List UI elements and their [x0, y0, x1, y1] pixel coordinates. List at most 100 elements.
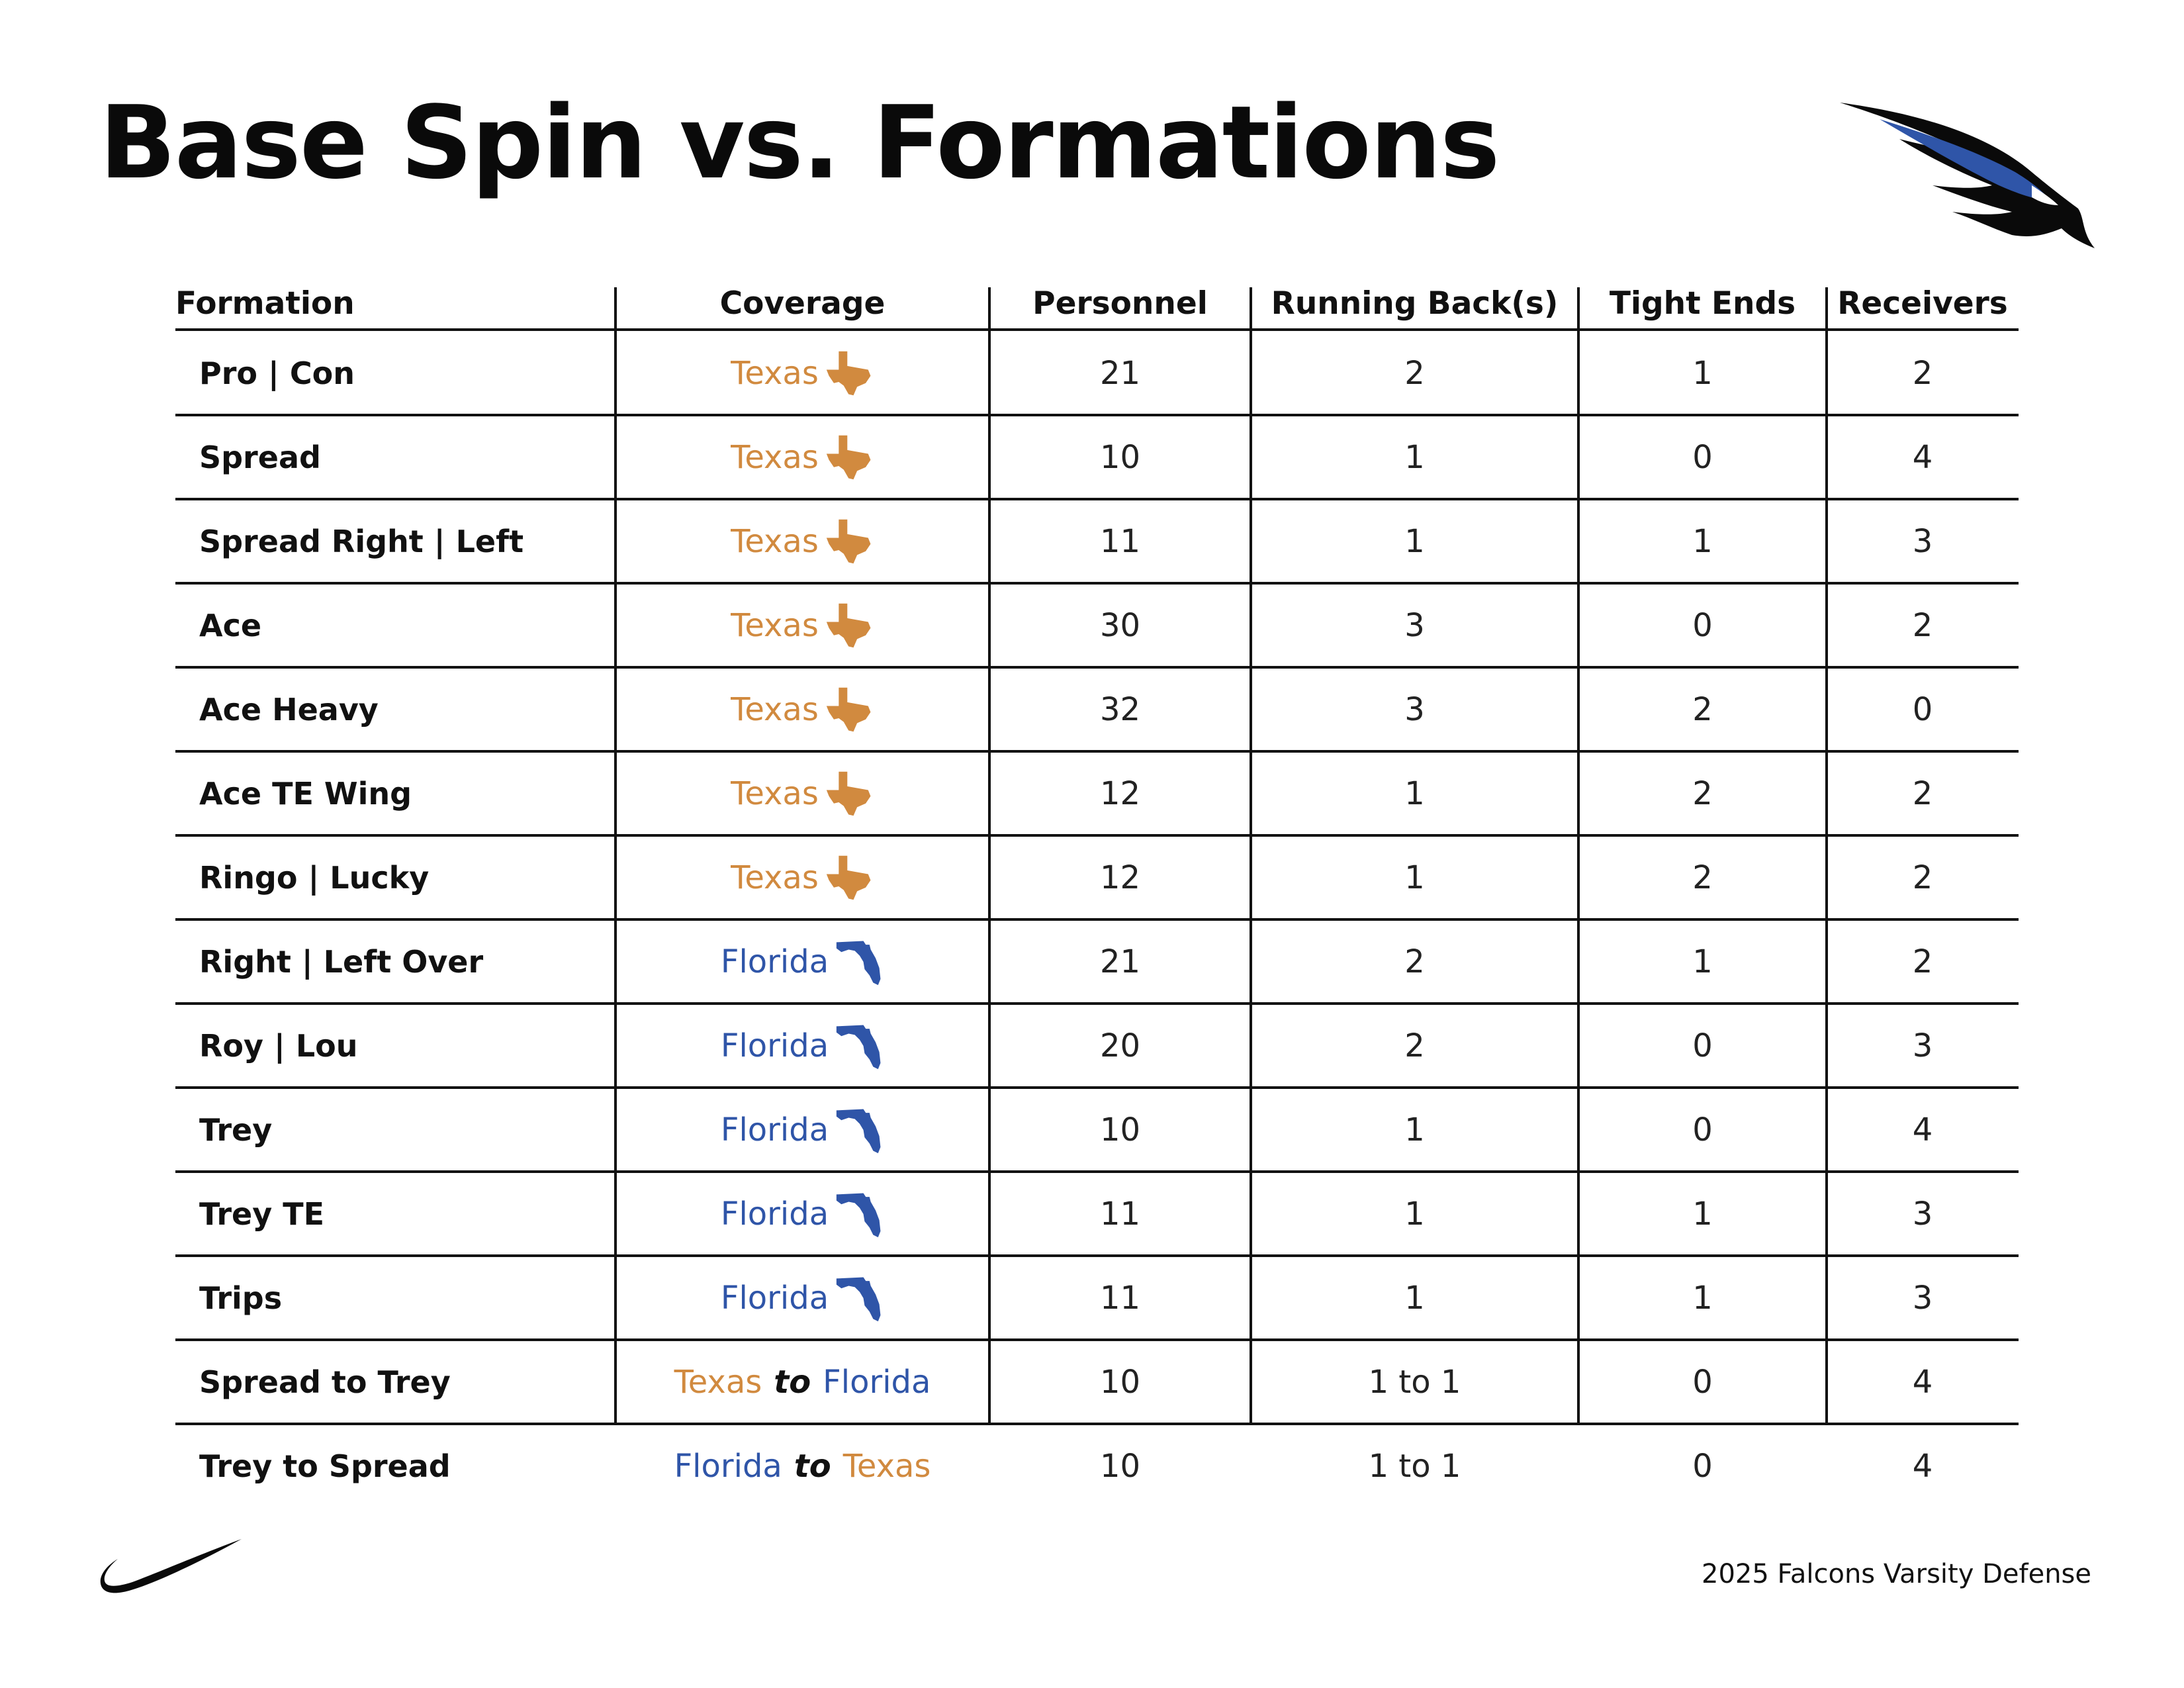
coverage-label: Texas [731, 349, 874, 398]
formation-name: Spread Right | Left [199, 523, 524, 559]
receivers-value: 4 [1912, 1447, 1933, 1485]
texas-state-icon [826, 351, 871, 395]
running-backs-value: 1 to 1 [1368, 1363, 1461, 1401]
receivers-value: 2 [1912, 354, 1933, 392]
texas-state-icon [826, 771, 871, 816]
row-divider [175, 1170, 2019, 1173]
coverage-texas-text: Texas [731, 354, 819, 392]
coverage-texas-text: Texas [674, 1363, 762, 1401]
coverage-cell: Texas to Florida [615, 1340, 989, 1424]
personnel-value: 12 [1099, 859, 1141, 896]
table-row: Trey TE Florida 11 1 1 3 [175, 1172, 2019, 1256]
personnel-value: 11 [1099, 1195, 1141, 1233]
row-divider [175, 1254, 2019, 1257]
formation-name: Roy | Lou [199, 1027, 358, 1064]
row-divider [175, 666, 2019, 669]
coverage-label: Florida [721, 1021, 884, 1070]
swoosh-icon [100, 1539, 242, 1593]
tight-ends-value: 2 [1692, 690, 1713, 728]
page-title: Base Spin vs. Formations [99, 84, 1500, 201]
coverage-cell: Texas [615, 835, 989, 919]
coverage-cell: Florida [615, 919, 989, 1004]
row-divider [175, 750, 2019, 753]
running-backs-value: 2 [1404, 354, 1425, 392]
coverage-cell: Florida [615, 1004, 989, 1088]
formation-name: Ace [199, 607, 262, 643]
table-row: Ace Heavy Texas 32 3 2 0 [175, 667, 2019, 751]
receivers-value: 3 [1912, 1279, 1933, 1317]
personnel-value: 10 [1099, 1447, 1141, 1485]
coverage-cell: Florida to Texas [615, 1424, 989, 1508]
formation-name: Ace TE Wing [199, 775, 412, 812]
row-divider [175, 1086, 2019, 1089]
florida-state-icon [836, 1277, 881, 1321]
header-coverage: Coverage [719, 285, 886, 322]
personnel-value: 10 [1099, 438, 1141, 476]
receivers-value: 4 [1912, 438, 1933, 476]
table-row: Right | Left Over Florida 21 2 1 2 [175, 919, 2019, 1004]
formation-name: Spread to Trey [199, 1364, 451, 1400]
coverage-cell: Texas [615, 583, 989, 667]
personnel-value: 10 [1099, 1363, 1141, 1401]
receivers-value: 4 [1912, 1363, 1933, 1401]
texas-state-icon [826, 435, 871, 479]
tight-ends-value: 0 [1692, 438, 1713, 476]
row-divider [175, 414, 2019, 416]
coverage-label: Florida to Texas [674, 1448, 931, 1485]
row-divider [175, 918, 2019, 921]
running-backs-value: 1 [1404, 1195, 1425, 1233]
texas-state-icon [826, 687, 871, 731]
coverage-texas-text: Texas [731, 774, 819, 812]
florida-state-icon [836, 1193, 881, 1237]
coverage-label: Texas [731, 769, 874, 818]
header-tight-ends: Tight Ends [1609, 285, 1796, 322]
coverage-florida-text: Florida [720, 1195, 829, 1233]
header-formation: Formation [175, 285, 355, 322]
personnel-value: 21 [1099, 943, 1141, 980]
coverage-texas-text: Texas [731, 606, 819, 644]
coverage-label: Texas [731, 433, 874, 482]
table-row: Spread Right | Left Texas 11 1 1 3 [175, 499, 2019, 583]
formation-name: Trey to Spread [199, 1448, 451, 1484]
coverage-texas-text: Texas [731, 522, 819, 560]
coverage-label: Florida [721, 1190, 884, 1239]
coverage-cell: Florida [615, 1088, 989, 1172]
tight-ends-value: 0 [1692, 606, 1713, 644]
receivers-value: 2 [1912, 774, 1933, 812]
running-backs-value: 1 [1404, 774, 1425, 812]
tight-ends-value: 0 [1692, 1027, 1713, 1064]
formation-name: Ace Heavy [199, 691, 379, 727]
coverage-florida-text: Florida [720, 943, 829, 980]
formation-name: Trips [199, 1280, 283, 1316]
column-divider [1250, 287, 1252, 1424]
coverage-to-text: to [774, 1363, 811, 1401]
row-divider [175, 834, 2019, 837]
florida-state-icon [836, 1109, 881, 1153]
running-backs-value: 3 [1404, 690, 1425, 728]
texas-state-icon [826, 519, 871, 563]
receivers-value: 2 [1912, 859, 1933, 896]
footer-label: 2025 Falcons Varsity Defense [1702, 1559, 2091, 1589]
coverage-florida-text: Florida [674, 1447, 782, 1485]
receivers-value: 0 [1912, 690, 1933, 728]
column-divider [1825, 287, 1828, 1424]
running-backs-value: 1 [1404, 1111, 1425, 1149]
florida-state-icon [836, 941, 881, 985]
table-row: Ringo | Lucky Texas 12 1 2 2 [175, 835, 2019, 919]
personnel-value: 12 [1099, 774, 1141, 812]
coverage-texas-text: Texas [731, 690, 819, 728]
running-backs-value: 2 [1404, 943, 1425, 980]
row-divider [175, 1338, 2019, 1341]
tight-ends-value: 0 [1692, 1363, 1713, 1401]
column-divider [1577, 287, 1580, 1424]
coverage-cell: Florida [615, 1256, 989, 1340]
coverage-label: Florida [721, 1274, 884, 1323]
formation-name: Pro | Con [199, 355, 355, 391]
personnel-value: 10 [1099, 1111, 1141, 1149]
coverage-texas-text: Texas [731, 859, 819, 896]
column-divider [614, 287, 617, 1424]
coverage-label: Florida [721, 1105, 884, 1154]
personnel-value: 20 [1099, 1027, 1141, 1064]
coverage-florida-text: Florida [720, 1027, 829, 1064]
personnel-value: 32 [1099, 690, 1141, 728]
